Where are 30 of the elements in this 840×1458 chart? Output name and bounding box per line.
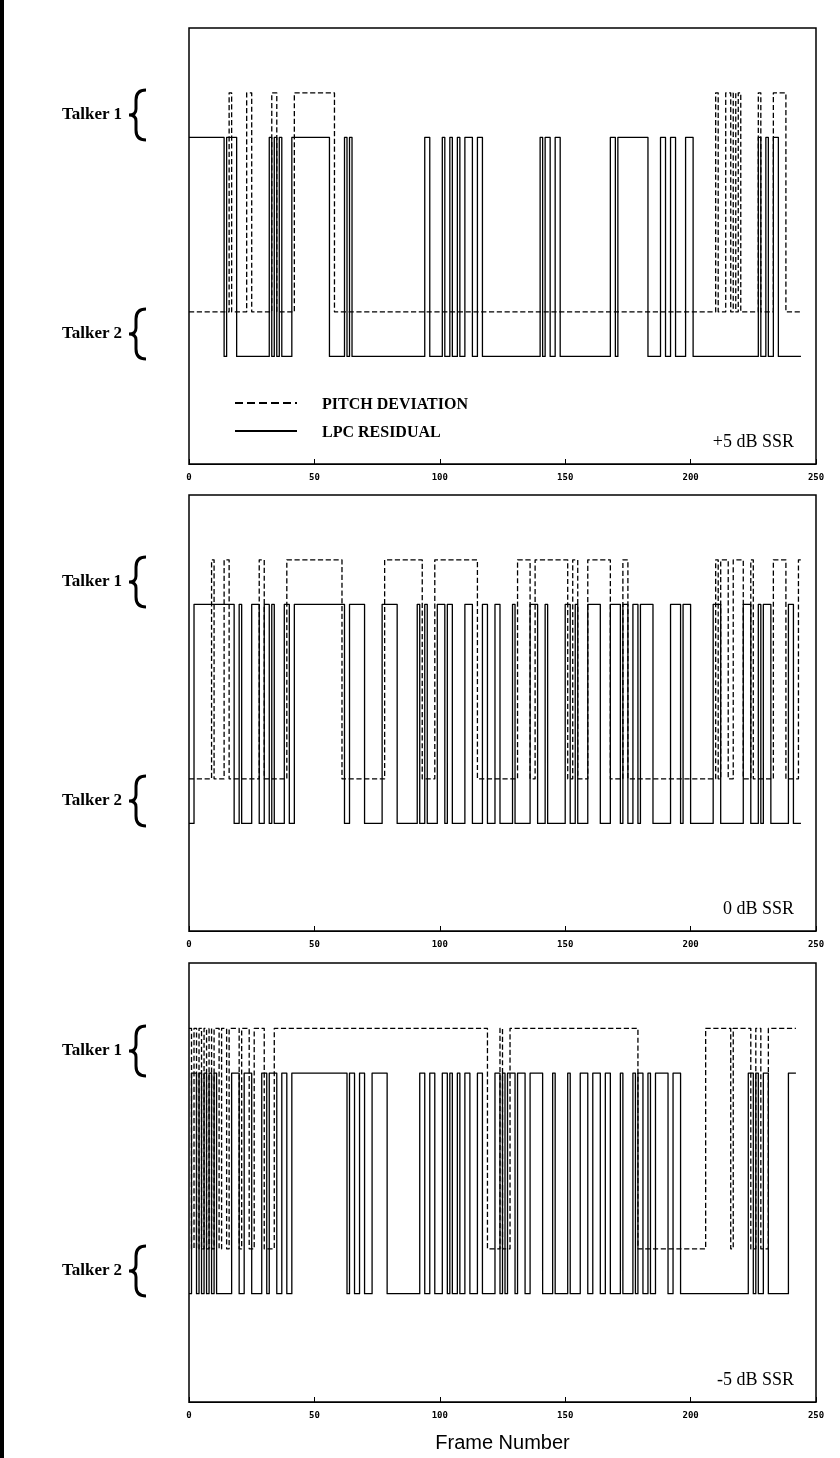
text: Talker 1 <box>62 1039 122 1060</box>
x-tick-label: 200 <box>682 471 699 482</box>
annotation: +5 dB SSR <box>712 431 794 451</box>
x-tick-label: 150 <box>557 938 574 949</box>
annotation: 0 dB SSR <box>722 898 795 918</box>
x-tick-label: 200 <box>682 938 699 949</box>
x-tick-label: 250 <box>807 471 825 482</box>
x-tick-label: 200 <box>682 1409 699 1420</box>
annotation: -5 dB SSR <box>716 1369 794 1389</box>
x-tick-label: 0 <box>186 471 192 482</box>
text: Talker 1 <box>62 104 122 125</box>
x-tick-label: 0 <box>186 1409 192 1420</box>
x-tick-label: 100 <box>431 1409 448 1420</box>
x-axis-title: Frame Number <box>435 1431 571 1453</box>
text: Talker 1 <box>62 571 122 592</box>
x-tick-label: 50 <box>308 471 320 482</box>
x-tick-label: 50 <box>308 938 320 949</box>
x-tick-label: 150 <box>557 471 574 482</box>
text: Talker 2 <box>62 1260 122 1281</box>
legend-label: PITCH DEVIATION <box>322 394 469 412</box>
text: Talker 2 <box>62 323 122 344</box>
x-tick-label: 0 <box>186 938 192 949</box>
x-tick-label: 150 <box>557 1409 574 1420</box>
legend-label: LPC RESIDUAL <box>322 422 441 440</box>
x-tick-label: 250 <box>807 938 825 949</box>
x-tick-label: 250 <box>807 1409 825 1420</box>
x-tick-label: 100 <box>431 471 448 482</box>
text: Talker 2 <box>62 790 122 811</box>
x-tick-label: 100 <box>431 938 448 949</box>
x-tick-label: 50 <box>308 1409 320 1420</box>
